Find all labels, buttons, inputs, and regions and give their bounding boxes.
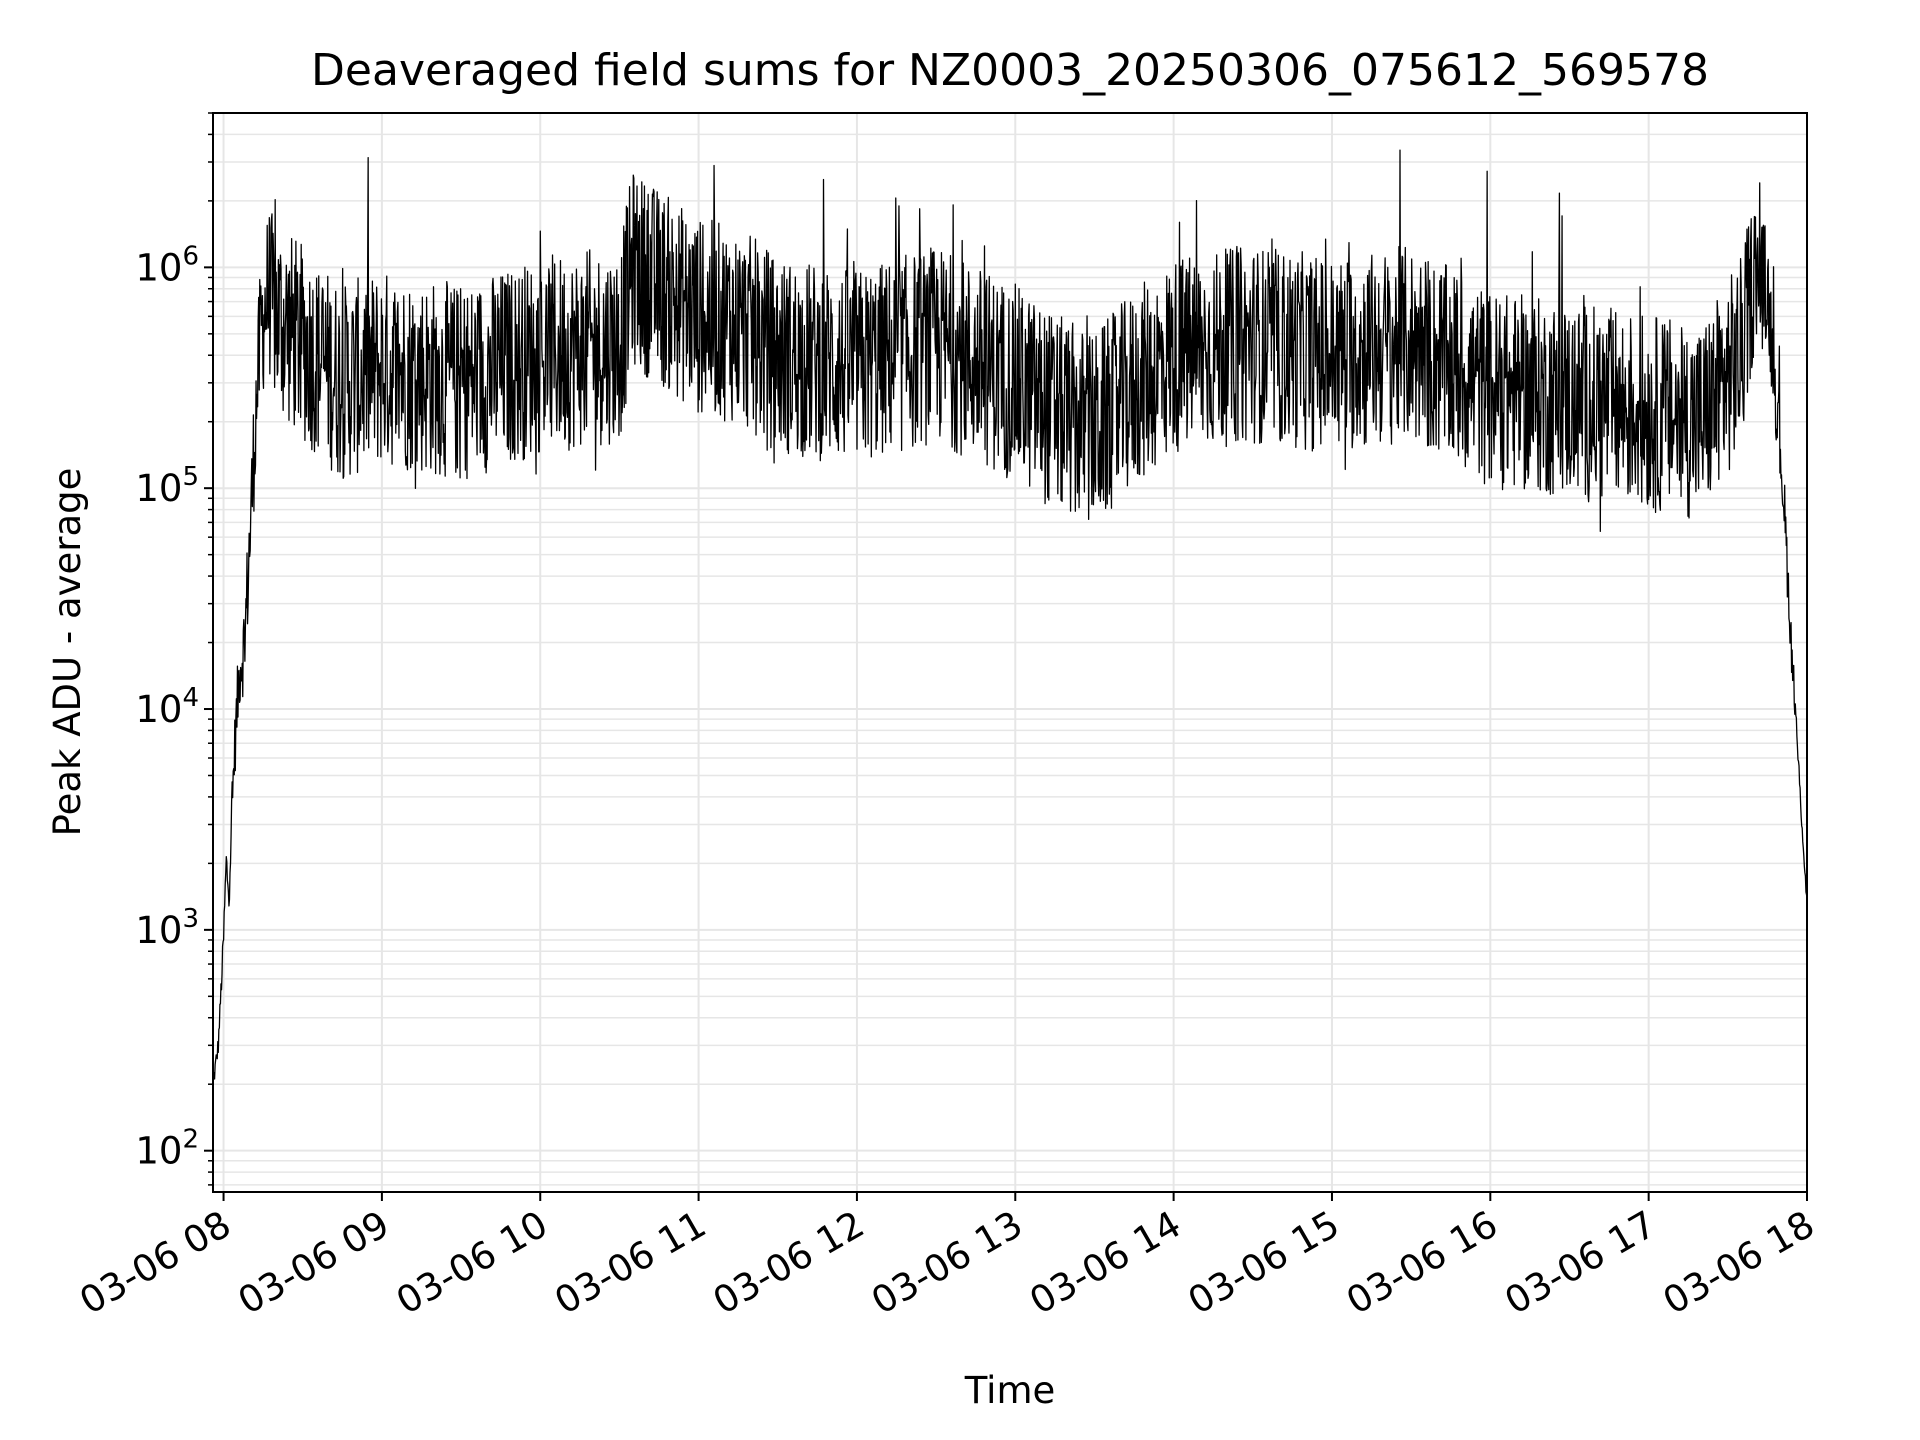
y-tick-label: 104 xyxy=(135,683,199,731)
series-line xyxy=(212,149,1808,1082)
y-tick-label: 102 xyxy=(135,1125,199,1173)
y-axis-label: Peak ADU - average xyxy=(46,468,89,837)
x-axis-label: Time xyxy=(964,1369,1056,1412)
y-tick-label: 103 xyxy=(135,904,199,952)
series-layer xyxy=(212,149,1808,1082)
chart-title: Deaveraged field sums for NZ0003_2025030… xyxy=(311,45,1709,96)
y-tick-label: 106 xyxy=(135,241,199,289)
major-gridlines xyxy=(213,113,1808,1192)
minor-gridlines xyxy=(213,112,1807,1186)
y-axis: 102 103 104 105 106 xyxy=(135,112,213,1186)
plot-frame xyxy=(212,112,1808,1193)
plot-background xyxy=(213,113,1807,1192)
y-tick-label: 105 xyxy=(135,462,199,510)
